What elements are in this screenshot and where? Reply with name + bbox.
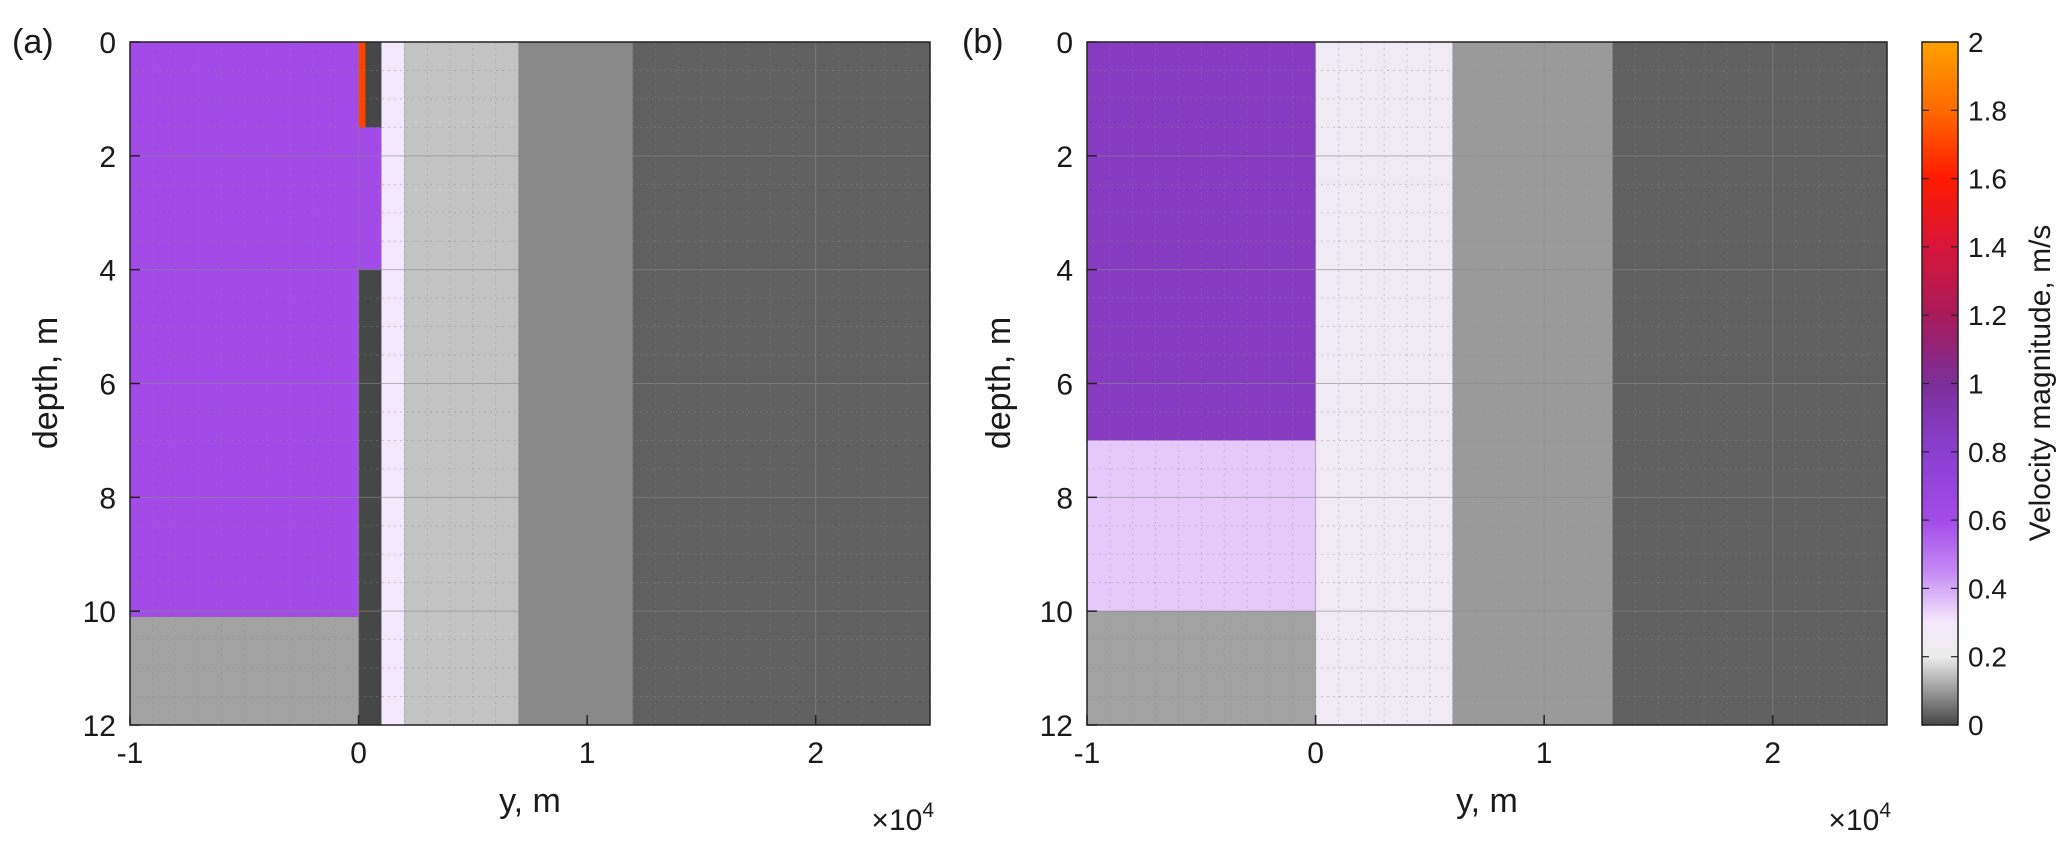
x-tick-label: 1 [1536,737,1553,770]
colorbar: 0 0.2 0.4 0.6 0.8 1 1.2 1.4 1.6 1.8 2 Velocity mag… [1921,27,2057,741]
panel-a-grid [130,42,930,725]
panel-b-x-multiplier-exponent: 4 [1879,799,1891,822]
colorbar-tick-label: 2 [1968,27,1984,58]
y-tick-label: 2 [1056,141,1073,174]
panel-a-region-0 [130,42,359,617]
colorbar-tick-label: 1.4 [1968,232,2007,263]
y-tick-label: 12 [1040,710,1073,743]
panel-a-region-2 [358,42,366,128]
x-tick-label: 0 [350,737,367,770]
panel-a-xlabel: y, m [499,782,561,820]
y-tick-label: 12 [83,710,116,743]
y-tick-label: 4 [99,255,116,288]
x-tick-label: -1 [117,737,144,770]
panel-a-region-3 [358,127,382,270]
x-tick-label: 0 [1307,737,1324,770]
x-tick-label: 1 [579,737,596,770]
colorbar-tick-label: 1.8 [1968,95,2007,126]
y-tick-label: 6 [99,369,116,402]
panel-a-label: (a) [12,23,54,61]
colorbar-tick-label: 0.6 [1968,505,2007,536]
colorbar-tick-label: 0.2 [1968,642,2007,673]
panel-b-x-multiplier: ×104 [1828,799,1891,837]
panel-a-region-1 [130,616,359,725]
y-tick-label: 10 [83,596,116,629]
x-tick-label: -1 [1074,737,1101,770]
panel-a-heatmap [130,42,930,725]
panel-b-heatmap [1087,42,1887,725]
colorbar-tick-label: 0.4 [1968,573,2007,604]
panel-b-grid [1087,42,1887,725]
colorbar-tick-label: 1 [1968,369,1984,400]
y-tick-label: 8 [1056,482,1073,515]
colorbar-ticks: 0 0.2 0.4 0.6 0.8 1 1.2 1.4 1.6 1.8 2 [1922,27,2007,741]
panel-b-x-multiplier-base: ×10 [1828,804,1879,837]
panel-b-ylabel: depth, m [980,317,1018,449]
colorbar-tick-label: 1.2 [1968,300,2007,331]
colorbar-tick-label: 0.8 [1968,437,2007,468]
panel-a-x-multiplier: ×104 [871,799,934,837]
panel-b-xlabel: y, m [1456,782,1518,820]
y-tick-label: 0 [1056,27,1073,60]
y-tick-label: 0 [99,27,116,60]
panel-a-x-multiplier-exponent: 4 [922,799,934,822]
y-tick-label: 4 [1056,255,1073,288]
panel-b-label: (b) [962,23,1004,61]
colorbar-tick-label: 1.6 [1968,164,2007,195]
panel-a-x-multiplier-base: ×10 [871,804,922,837]
panel-a-ylabel: depth, m [27,317,65,449]
x-tick-label: 2 [807,737,824,770]
y-tick-label: 8 [99,482,116,515]
colorbar-label: Velocity magnitude, m/s [2024,225,2057,542]
y-tick-label: 6 [1056,369,1073,402]
y-tick-label: 10 [1040,596,1073,629]
y-tick-label: 2 [99,141,116,174]
x-tick-label: 2 [1764,737,1781,770]
colorbar-tick-label: 0 [1968,710,1984,741]
